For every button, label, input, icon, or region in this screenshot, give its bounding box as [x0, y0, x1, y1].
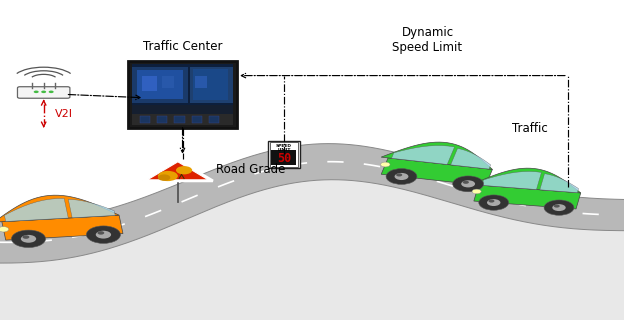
Circle shape — [553, 204, 560, 208]
Polygon shape — [4, 198, 68, 221]
Polygon shape — [68, 199, 115, 218]
FancyBboxPatch shape — [132, 114, 233, 125]
Text: Traffic: Traffic — [512, 122, 547, 134]
Text: Road Grade: Road Grade — [216, 163, 285, 176]
Circle shape — [158, 174, 170, 181]
FancyBboxPatch shape — [128, 61, 237, 128]
Circle shape — [97, 231, 104, 235]
Circle shape — [381, 162, 390, 167]
Circle shape — [49, 91, 54, 93]
Circle shape — [22, 235, 29, 239]
Polygon shape — [474, 185, 581, 209]
Circle shape — [41, 91, 46, 93]
Text: Dynamic
Speed Limit: Dynamic Speed Limit — [392, 26, 462, 53]
FancyBboxPatch shape — [195, 76, 207, 88]
Circle shape — [394, 173, 409, 180]
Text: SPEED
LIMIT: SPEED LIMIT — [276, 144, 292, 152]
Circle shape — [95, 231, 111, 239]
FancyBboxPatch shape — [162, 76, 175, 88]
FancyBboxPatch shape — [268, 141, 300, 168]
Circle shape — [396, 173, 402, 177]
FancyBboxPatch shape — [142, 76, 157, 92]
Polygon shape — [381, 158, 492, 186]
Polygon shape — [472, 168, 581, 193]
Circle shape — [21, 235, 36, 243]
Circle shape — [461, 180, 475, 188]
Polygon shape — [391, 146, 454, 164]
Circle shape — [487, 199, 500, 206]
FancyBboxPatch shape — [17, 87, 70, 98]
FancyBboxPatch shape — [271, 149, 296, 164]
Circle shape — [34, 91, 39, 93]
FancyBboxPatch shape — [192, 116, 202, 123]
Circle shape — [544, 200, 574, 215]
Text: 50: 50 — [277, 152, 291, 165]
Polygon shape — [381, 142, 492, 169]
FancyBboxPatch shape — [193, 69, 228, 100]
Polygon shape — [2, 215, 123, 240]
FancyBboxPatch shape — [175, 116, 185, 123]
Polygon shape — [0, 195, 119, 222]
Polygon shape — [0, 144, 624, 263]
Polygon shape — [143, 160, 213, 181]
FancyBboxPatch shape — [157, 116, 167, 123]
Circle shape — [453, 176, 484, 192]
Text: V2I: V2I — [55, 108, 73, 119]
FancyBboxPatch shape — [140, 116, 150, 123]
FancyBboxPatch shape — [132, 67, 188, 103]
Polygon shape — [451, 148, 490, 169]
Circle shape — [463, 181, 469, 184]
Circle shape — [86, 226, 120, 244]
Circle shape — [472, 189, 481, 194]
Polygon shape — [482, 172, 542, 189]
Circle shape — [386, 169, 417, 184]
Circle shape — [11, 230, 46, 248]
Circle shape — [479, 195, 509, 210]
Circle shape — [552, 204, 566, 211]
FancyBboxPatch shape — [132, 64, 233, 125]
Polygon shape — [0, 180, 624, 320]
FancyBboxPatch shape — [190, 67, 233, 103]
FancyBboxPatch shape — [208, 116, 218, 123]
Circle shape — [0, 227, 9, 232]
Text: Traffic Center: Traffic Center — [143, 40, 222, 53]
FancyBboxPatch shape — [137, 70, 182, 99]
Circle shape — [158, 171, 178, 181]
Circle shape — [176, 166, 192, 174]
FancyBboxPatch shape — [132, 105, 233, 125]
Circle shape — [489, 200, 494, 203]
Polygon shape — [540, 174, 578, 193]
